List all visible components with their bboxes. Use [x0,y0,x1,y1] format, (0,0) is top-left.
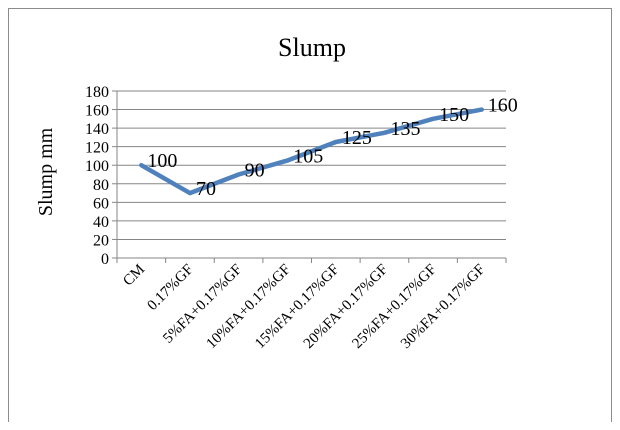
data-label: 125 [342,127,372,149]
y-axis-label: Slump mm [35,127,57,216]
data-label: 70 [196,178,216,200]
x-tick-label: 10%FA+0.17%GF [204,262,294,352]
y-tick-label: 180 [85,84,109,101]
data-label: 100 [147,150,177,172]
x-tick-label: CM [120,262,148,290]
y-tick-label: 80 [93,177,109,194]
y-tick-label: 160 [85,103,109,120]
x-tick-label: 15%FA+0.17%GF [252,262,342,352]
series-line [139,107,484,196]
y-tick-label: 20 [93,232,109,249]
data-label: 160 [488,95,518,117]
chart-frame [8,8,612,422]
y-tick-label: 100 [85,158,109,175]
y-tick-label: 140 [85,121,109,138]
chart-title: Slump [278,33,346,62]
data-label: 150 [439,104,469,126]
data-label: 105 [293,146,323,168]
data-label: 135 [390,118,420,140]
data-label: 90 [245,160,265,182]
x-tick-label: 25%FA+0.17%GF [349,262,439,352]
y-tick-label: 40 [93,214,109,231]
y-tick-label: 0 [101,251,109,268]
x-tick-label: 30%FA+0.17%GF [398,262,488,352]
x-tick-label: 20%FA+0.17%GF [301,262,391,352]
y-tick-label: 60 [93,195,109,212]
y-tick-label: 120 [85,140,109,157]
